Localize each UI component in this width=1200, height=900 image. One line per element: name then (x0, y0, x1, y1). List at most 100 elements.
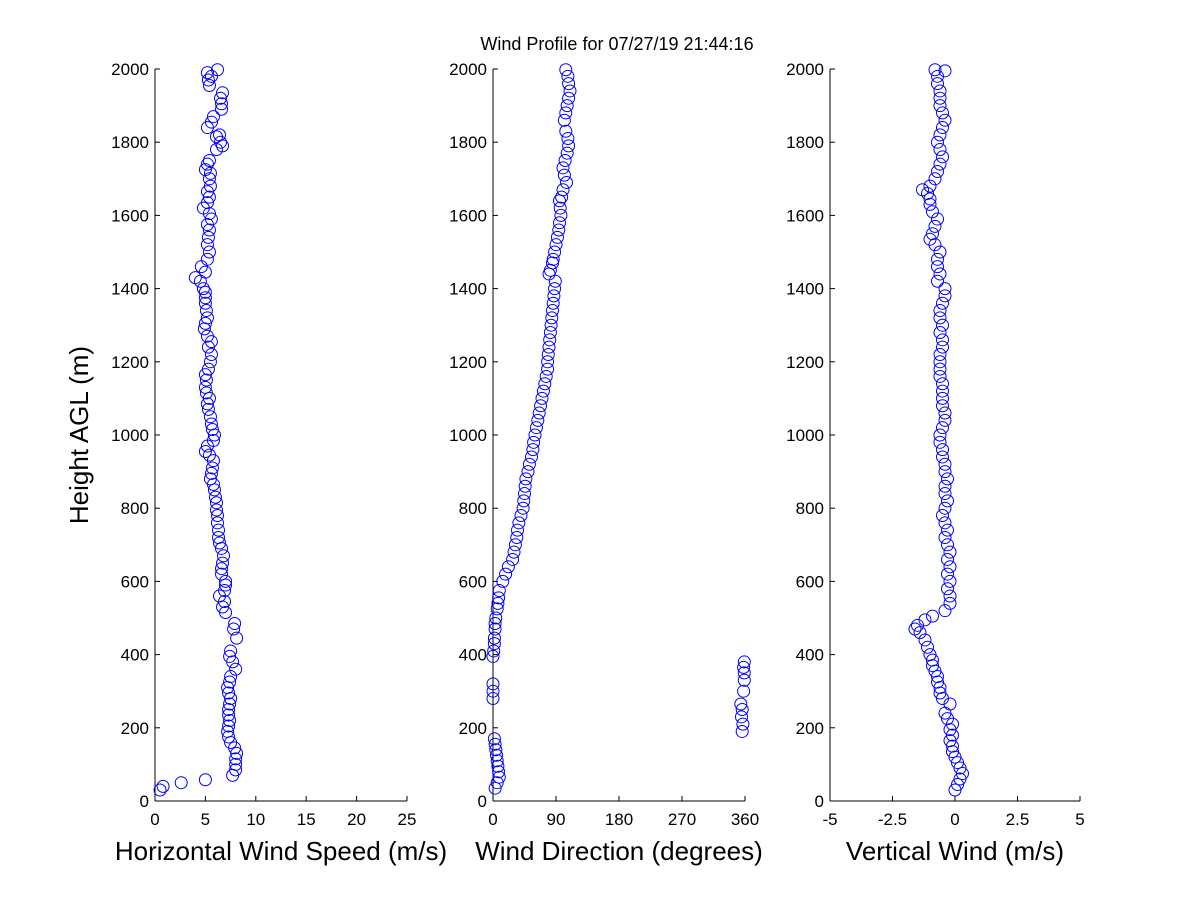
data-point (541, 362, 555, 376)
data-point (941, 472, 954, 486)
data-point (224, 670, 238, 684)
data-point (736, 717, 750, 731)
panel-direction: 0 200 400 600 800 1000 1200 1400 1600 1800 2000 0 90… (449, 60, 763, 866)
data-point (198, 296, 212, 310)
data-point (933, 143, 947, 157)
data-point (558, 154, 572, 167)
data-point (543, 333, 557, 347)
data-point (946, 728, 959, 742)
data-point (531, 413, 545, 427)
data-point (936, 340, 949, 354)
data-point (489, 743, 503, 757)
chart-title: Wind Profile for 07/27/19 21:44:16 (480, 34, 753, 54)
data-point (936, 443, 949, 457)
data-point (216, 86, 230, 100)
y-tick-label: 200 (796, 719, 824, 738)
x-tick-label: 25 (398, 810, 417, 829)
data-point (936, 399, 949, 413)
data-point (535, 391, 549, 405)
data-point (548, 282, 562, 296)
data-point (200, 397, 214, 411)
data-point (223, 649, 237, 663)
x-tick-label: 90 (547, 810, 566, 829)
y-tick-label: 1200 (449, 353, 487, 372)
data-point (938, 487, 952, 501)
data-point (214, 91, 228, 105)
data-point (491, 759, 505, 773)
y-tick-label: 0 (478, 792, 487, 811)
data-point (561, 69, 575, 83)
data-point (223, 675, 237, 689)
data-point (923, 232, 937, 246)
y-tick-label: 1400 (786, 280, 824, 299)
data-point (492, 770, 506, 784)
data-point (486, 677, 500, 691)
data-point (552, 223, 566, 237)
data-point (560, 175, 573, 189)
data-point (936, 421, 949, 435)
data-point (933, 157, 947, 171)
data-point (933, 99, 947, 113)
data-point (737, 684, 751, 698)
data-point (938, 406, 952, 420)
x-tick-label: 360 (731, 810, 759, 829)
data-point (735, 724, 749, 738)
data-point (938, 289, 952, 303)
data-point (221, 724, 235, 738)
data-point (936, 509, 949, 523)
data-point (941, 523, 954, 537)
data-point (200, 252, 214, 266)
data-point (926, 205, 939, 219)
data-point (202, 78, 216, 92)
y-tick-label: 800 (459, 499, 487, 518)
y-tick-label: 1600 (786, 206, 824, 225)
y-tick-label: 1600 (111, 206, 149, 225)
data-point (941, 712, 954, 726)
data-point (198, 773, 212, 787)
data-point (916, 183, 929, 197)
data-point (941, 494, 954, 508)
data-point (222, 708, 236, 722)
data-point (156, 779, 170, 793)
data-point (202, 223, 216, 237)
data-point (487, 631, 501, 645)
data-point (928, 172, 942, 186)
data-point (219, 574, 233, 588)
data-point (548, 245, 562, 259)
data-point (199, 304, 213, 318)
data-point (202, 448, 216, 462)
data-point (487, 644, 501, 658)
data-point (938, 479, 952, 493)
data-point (543, 263, 557, 277)
data-point (562, 91, 576, 105)
data-point (943, 734, 957, 748)
data-point (943, 596, 957, 610)
data-point (938, 501, 952, 515)
data-point (229, 763, 243, 777)
data-point (953, 772, 967, 786)
data-point (923, 179, 937, 193)
data-point (487, 732, 501, 746)
data-point (486, 649, 500, 663)
data-point (508, 538, 522, 552)
data-point (908, 622, 922, 636)
data-point (938, 113, 952, 127)
data-point (951, 756, 964, 770)
data-point (936, 333, 949, 347)
data-point (228, 616, 242, 630)
data-point (198, 163, 212, 177)
data-point (204, 417, 218, 431)
data-point (943, 545, 957, 559)
data-point (923, 192, 937, 206)
data-point (201, 230, 215, 244)
data-point (561, 132, 575, 146)
data-point (921, 640, 934, 654)
y-tick-label: 2000 (449, 60, 487, 79)
x-tick-label: 0 (950, 810, 959, 829)
data-point (926, 227, 939, 241)
data-point (213, 536, 227, 550)
data-point (936, 106, 949, 120)
data-point (928, 219, 942, 233)
data-point (202, 190, 216, 204)
data-point (212, 523, 226, 537)
